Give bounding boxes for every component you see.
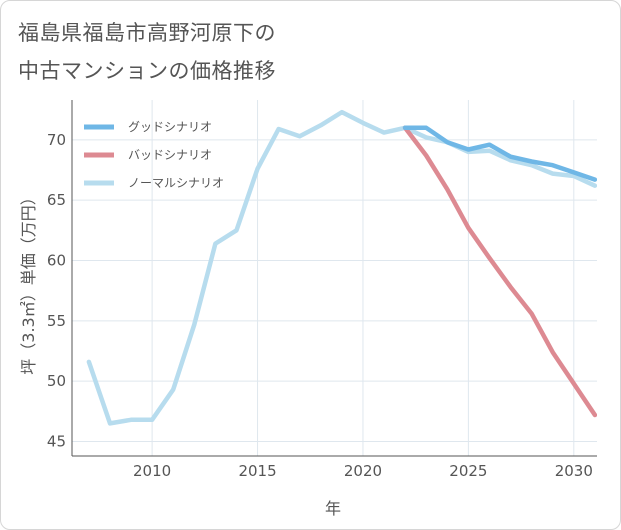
y-tick-label: 55 — [47, 312, 66, 330]
chart-title: 福島県福島市高野河原下の 中古マンションの価格推移 — [18, 14, 578, 90]
y-tick-label: 70 — [47, 131, 66, 149]
x-tick-label: 2010 — [133, 462, 171, 480]
y-tick-label: 50 — [47, 372, 66, 390]
series-lines — [86, 109, 597, 426]
legend-label-good: グッドシナリオ — [128, 120, 212, 134]
legend-label-bad: バッドシナリオ — [128, 148, 212, 162]
y-tick-label: 45 — [47, 433, 66, 451]
series-line-normal — [86, 109, 597, 426]
y-tick-label: 65 — [47, 191, 66, 209]
legend-label-normal: ノーマルシナリオ — [128, 176, 224, 190]
x-axis-label: 年 — [325, 499, 341, 518]
x-tick-label: 2025 — [449, 462, 487, 480]
axes — [71, 100, 597, 457]
chart-title-line-1: 福島県福島市高野河原下の — [18, 21, 276, 45]
grid-lines — [72, 100, 597, 456]
x-tick-label: 2015 — [238, 462, 276, 480]
series-line-bad — [402, 125, 597, 418]
tick-labels: 45 50 55 60 65 70 2010 2015 2020 2025 2030 — [47, 131, 593, 480]
y-tick-label: 60 — [47, 252, 66, 270]
y-axis-label: 坪（3.3㎡）単価（万円） — [19, 189, 38, 374]
series-line-good — [402, 125, 597, 182]
chart-title-line-2: 中古マンションの価格推移 — [18, 59, 276, 83]
x-tick-label: 2030 — [555, 462, 593, 480]
x-tick-label: 2020 — [344, 462, 382, 480]
